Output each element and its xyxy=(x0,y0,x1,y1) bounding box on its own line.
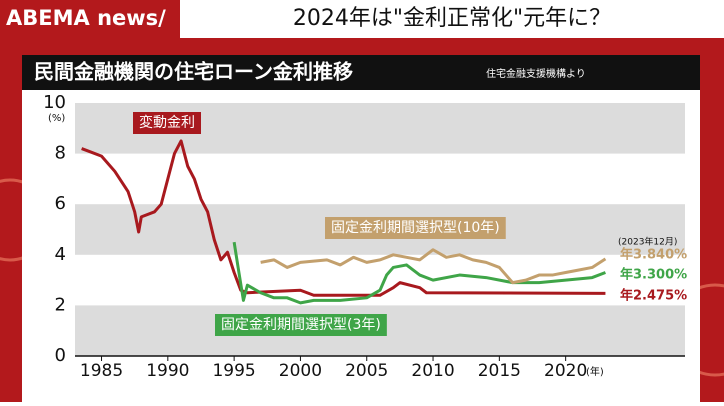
series-label: 固定金利期間選択型(10年) xyxy=(331,220,500,236)
plot: 0 2 4 6 8 10(%) 1985 1990 1995 2000 2005 2010 2015 20… xyxy=(43,92,687,381)
y-tick-label: 0 xyxy=(55,345,66,366)
x-tick-label: 2000 xyxy=(279,361,322,381)
series-line xyxy=(81,139,606,297)
x-tick-label: 2005 xyxy=(345,361,388,381)
x-unit: (年) xyxy=(586,365,604,378)
series-label-box xyxy=(215,314,387,336)
date-note: (2023年12月) xyxy=(618,236,677,248)
series-label: 固定金利期間選択型(3年) xyxy=(221,317,381,333)
x-tick-label: 1995 xyxy=(212,361,255,381)
y-tick-label: 4 xyxy=(55,244,66,265)
end-label: 年3.300% xyxy=(620,267,687,283)
title-bar xyxy=(22,55,700,90)
source: 住宅金融支援機構より xyxy=(486,67,586,80)
y-unit: (%) xyxy=(48,113,65,124)
headline-bar xyxy=(180,0,724,38)
brand: ABEMA news/ xyxy=(6,6,166,30)
series-label-box xyxy=(133,112,201,134)
series-label: 変動金利 xyxy=(139,114,195,131)
x-tick-label: 1985 xyxy=(80,361,123,381)
end-label: 年2.475% xyxy=(620,288,687,304)
x-tick-label: 1990 xyxy=(146,361,189,381)
y-tick-label: 2 xyxy=(55,294,66,315)
end-label: 年3.840% xyxy=(620,247,687,263)
series-line xyxy=(260,248,607,285)
chart-title: 民間金融機関の住宅ローン金利推移 xyxy=(34,60,353,84)
x-tick-label: 2010 xyxy=(411,361,454,381)
y-tick-label: 10 xyxy=(43,92,66,113)
headline: 2024年は"金利正常化"元年に？ xyxy=(293,6,611,31)
series-label-box xyxy=(325,217,506,239)
x-tick-label: 2020 xyxy=(544,361,587,381)
x-tick-label: 2015 xyxy=(478,361,521,381)
y-tick-label: 8 xyxy=(55,143,66,164)
y-tick-label: 6 xyxy=(55,193,66,214)
